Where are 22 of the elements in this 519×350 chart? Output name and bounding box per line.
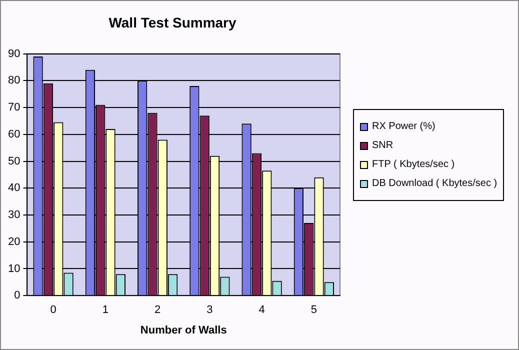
y-tick-label: 40 [8, 182, 20, 194]
y-tick-label: 20 [8, 236, 20, 248]
y-tick-label: 50 [8, 155, 20, 168]
y-tick-label: 90 [8, 48, 20, 60]
y-tick-label: 30 [8, 209, 20, 222]
legend-label: DB Download ( Kbytes/sec ) [372, 178, 498, 189]
x-tick-label: 5 [310, 304, 317, 316]
x-tick-label: 4 [258, 304, 265, 316]
x-axis-title: Number of Walls [140, 324, 227, 336]
x-tick-label: 3 [206, 304, 213, 316]
x-tick-label: 0 [50, 304, 56, 316]
y-tick-label: 60 [8, 128, 20, 140]
legend-label: SNR [372, 140, 394, 151]
y-tick-label: 80 [8, 74, 20, 87]
y-tick-label: 70 [8, 102, 20, 114]
legend-label: RX Power (%) [372, 121, 436, 132]
legend-label: FTP ( Kbytes/sec ) [372, 159, 455, 170]
x-tick-label: 1 [102, 304, 108, 316]
x-tick-label: 2 [154, 304, 161, 316]
y-tick-label: 0 [14, 290, 20, 302]
chart-title: Wall Test Summary [108, 14, 237, 30]
y-tick-label: 10 [8, 262, 20, 275]
